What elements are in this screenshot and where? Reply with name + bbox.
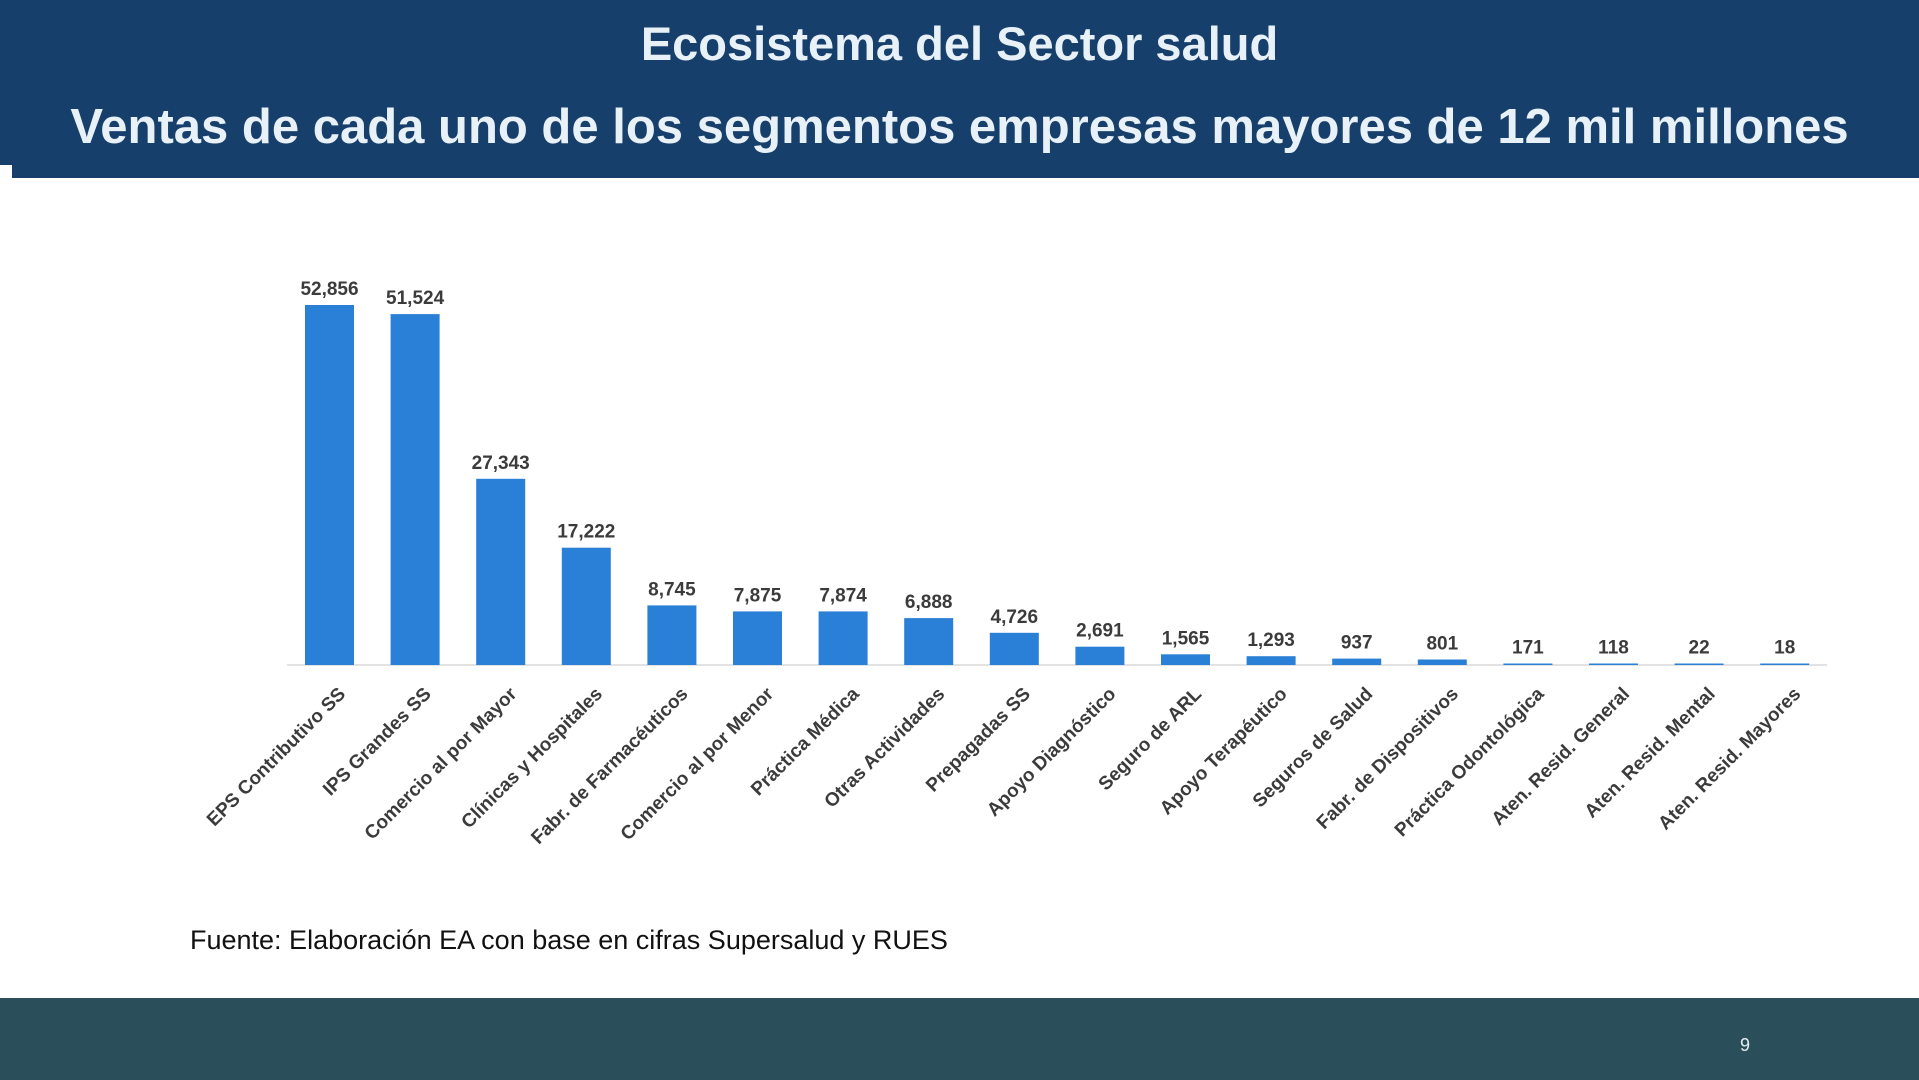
category-label-18: Aten. Resid. Mayores: [1655, 684, 1806, 835]
category-label-5: Fabr. de Farmacéuticos: [528, 684, 693, 849]
bar-16: [1589, 663, 1638, 665]
data-label-1: 52,856: [300, 279, 358, 300]
data-label-17: 22: [1689, 638, 1710, 659]
bar-12: [1246, 656, 1296, 665]
bar-1: [305, 305, 354, 665]
source-note: Fuente: Elaboración EA con base en cifra…: [190, 925, 948, 955]
bar-6: [733, 611, 782, 665]
data-label-16: 118: [1598, 638, 1629, 659]
header-notch: [0, 0, 14, 165]
slide-subtitle: Ventas de cada uno de los segmentos empr…: [70, 100, 1849, 154]
bar-14: [1417, 659, 1467, 665]
slide-header: [12, 0, 1919, 178]
bars-group: [305, 305, 1810, 665]
slide-footer: [0, 998, 1919, 1080]
category-label-14: Fabr. de Dispositivos: [1313, 684, 1463, 834]
bar-2: [390, 314, 440, 665]
bar-chart: 52,856 51,524 27,343 17,222 8,745 7,875 7,874 6…: [203, 279, 1827, 849]
bar-15: [1503, 663, 1553, 665]
category-label-16: Aten. Resid. General: [1488, 684, 1634, 830]
bar-17: [1674, 663, 1724, 665]
page-number: 9: [1740, 1035, 1751, 1055]
bar-7: [818, 611, 868, 665]
data-label-11: 1,565: [1162, 628, 1210, 649]
bar-3: [476, 478, 526, 665]
data-label-3: 27,343: [472, 453, 530, 474]
data-label-8: 6,888: [905, 592, 953, 613]
bar-8: [904, 618, 954, 665]
data-label-4: 17,222: [557, 522, 615, 543]
value-labels-group: 52,856 51,524 27,343 17,222 8,745 7,875 7,874 6…: [300, 279, 1795, 659]
data-label-5: 8,745: [648, 579, 696, 600]
data-label-18: 18: [1774, 638, 1795, 659]
data-label-15: 171: [1512, 638, 1544, 659]
slide-title: Ecosistema del Sector salud: [640, 17, 1279, 70]
data-label-10: 2,691: [1076, 621, 1124, 642]
bar-5: [647, 605, 697, 665]
data-label-13: 937: [1341, 633, 1373, 654]
category-label-3: Comercio al por Mayor: [361, 683, 522, 844]
bar-10: [1075, 646, 1125, 665]
bar-4: [561, 547, 611, 665]
data-label-7: 7,874: [819, 585, 867, 606]
category-label-4: Clínicas y Hospitales: [458, 684, 607, 833]
bar-11: [1161, 654, 1210, 665]
data-label-14: 801: [1426, 634, 1458, 655]
data-label-12: 1,293: [1247, 630, 1295, 651]
category-label-6: Comercio al por Menor: [617, 683, 779, 845]
bar-13: [1332, 658, 1382, 665]
bar-chart-area: 52,856 51,524 27,343 17,222 8,745 7,875 7,874 6…: [0, 178, 1919, 898]
bar-18: [1760, 663, 1810, 665]
data-label-9: 4,726: [991, 607, 1039, 628]
category-label-15: Práctica Odontológica: [1391, 683, 1549, 841]
data-label-2: 51,524: [386, 288, 445, 309]
bar-9: [989, 632, 1039, 665]
data-label-6: 7,875: [734, 585, 782, 606]
category-label-1: EPS Contributivo SS: [203, 684, 350, 831]
